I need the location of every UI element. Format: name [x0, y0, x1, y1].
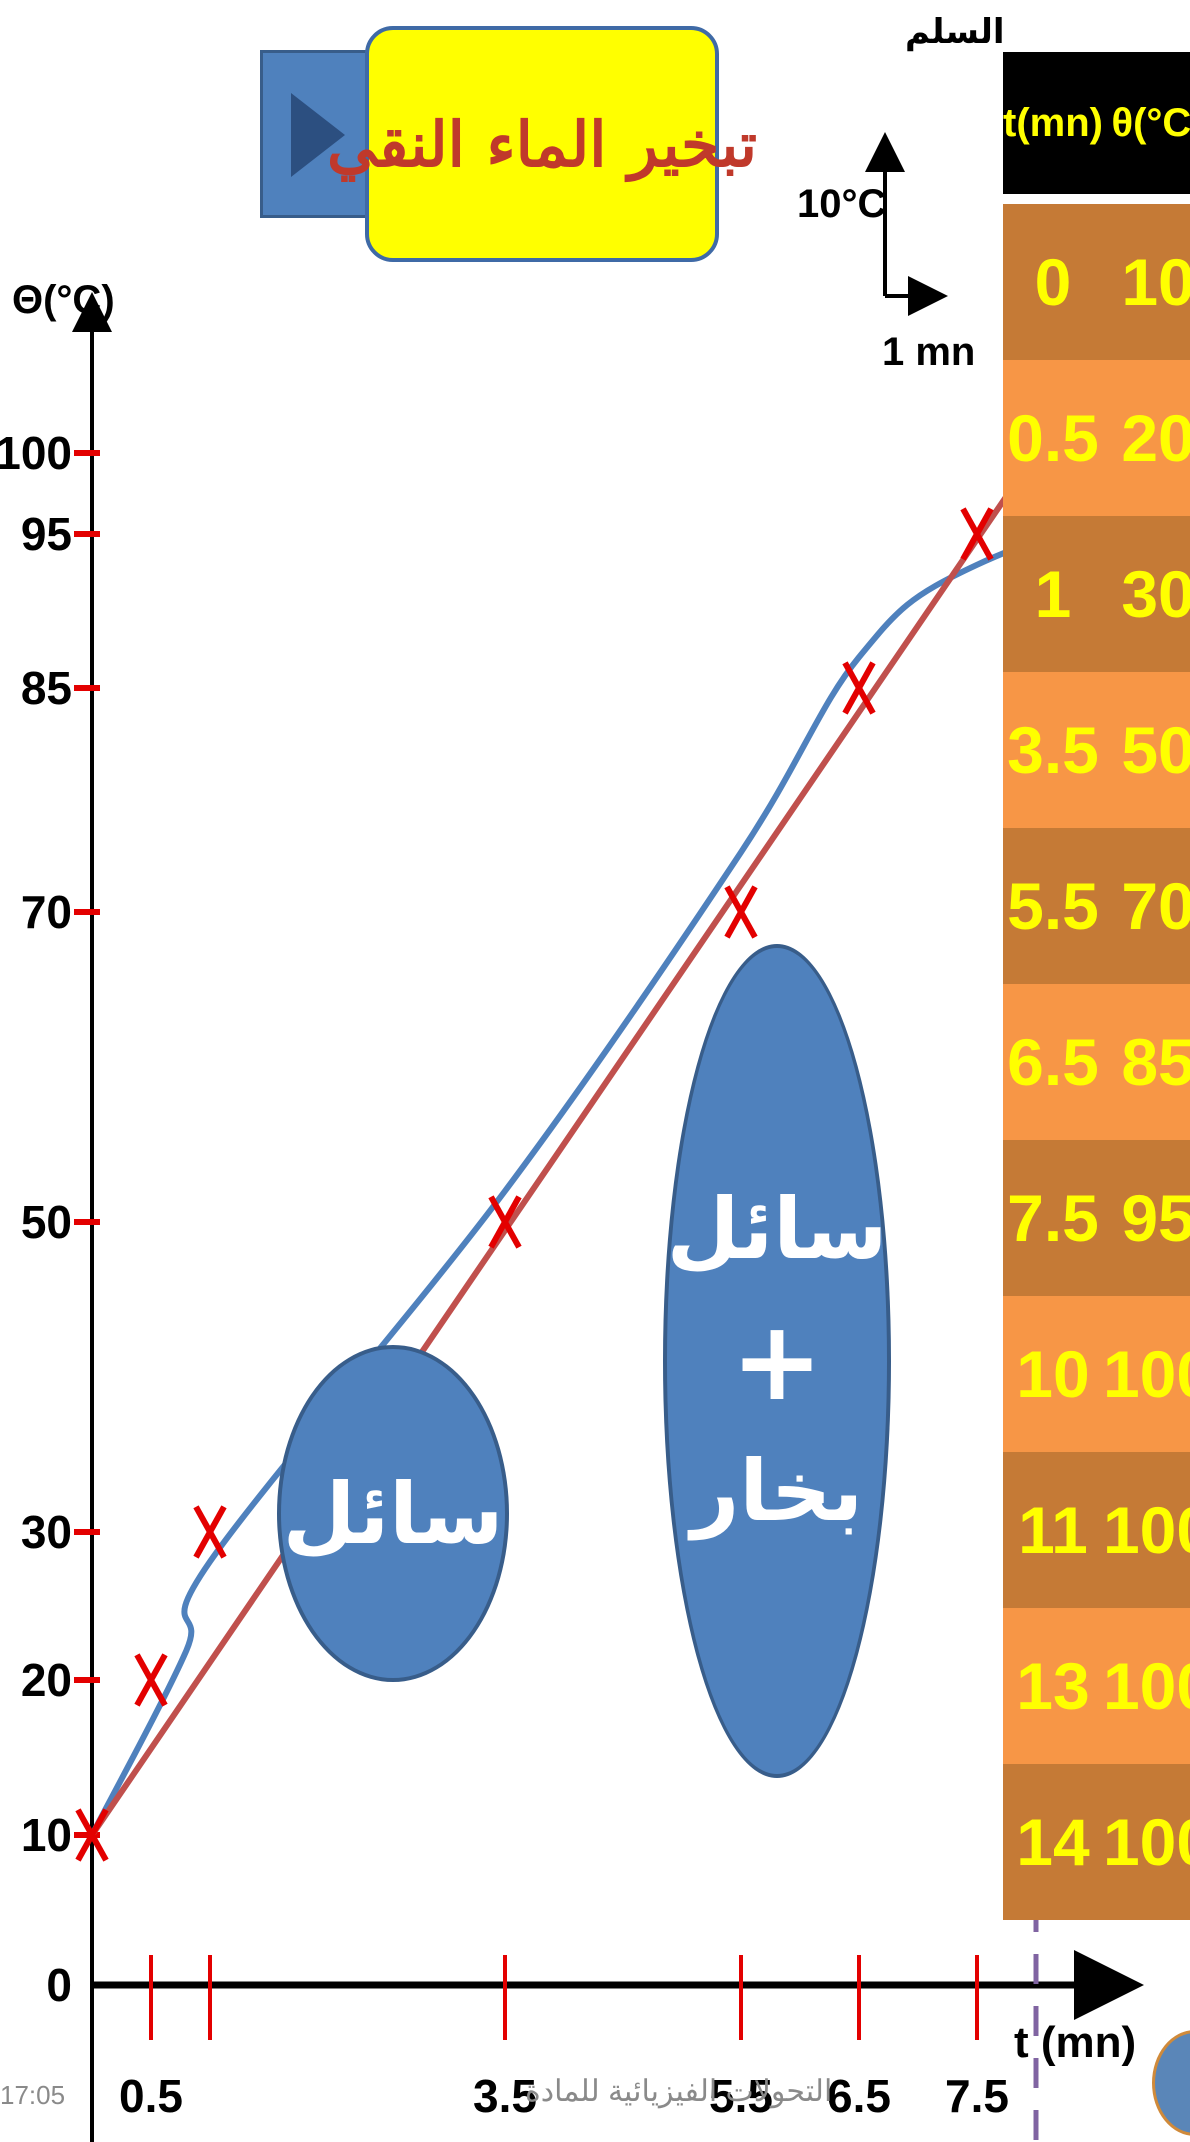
table-cell-time: 10	[1003, 1296, 1103, 1452]
scale-label: السلم	[905, 12, 1005, 52]
table-cell-time: 0	[1003, 204, 1103, 360]
table-cell-time: 0.5	[1003, 360, 1103, 516]
liquid-vapor-region-ellipse: سائل + بخار	[663, 944, 891, 1778]
table-cell-time: 11	[1003, 1452, 1103, 1608]
data-point	[842, 661, 876, 715]
data-point	[193, 1505, 227, 1559]
footer-time: 17:05	[0, 2080, 66, 2110]
table-cell-time: 6.5	[1003, 984, 1103, 1140]
play-button[interactable]	[260, 50, 372, 218]
play-icon	[291, 93, 345, 177]
plus-label: +	[730, 1296, 824, 1425]
data-point	[960, 507, 994, 561]
table-cell-time: 5.5	[1003, 828, 1103, 984]
x-axis-label: t (mn)	[1014, 2018, 1137, 2067]
y-tick-label: 20	[21, 1654, 72, 1706]
table-cell-temp: 10	[1102, 204, 1190, 360]
vapor-label: بخار	[691, 1442, 863, 1541]
title-box: تبخير الماء النقي	[327, 26, 757, 262]
table-row: 0.5 20	[1003, 360, 1190, 516]
y-axis-label: Θ(°C)	[12, 278, 115, 322]
liquid-region-ellipse: سائل	[277, 1345, 509, 1682]
table-row: 7.5 95	[1003, 1140, 1190, 1296]
table-header-temp: θ(°C)	[1102, 52, 1190, 194]
table-row: 0 10	[1003, 204, 1190, 360]
table-cell-temp: 70	[1102, 828, 1190, 984]
table-row: 13100	[1003, 1608, 1190, 1764]
table-cell-time: 13	[1003, 1608, 1103, 1764]
table-header-time: t(mn)	[1003, 52, 1103, 194]
table-cell-temp: 20	[1102, 360, 1190, 516]
data-point	[488, 1195, 522, 1249]
table-row: 5.5 70	[1003, 828, 1190, 984]
table-cell-temp: 85	[1102, 984, 1190, 1140]
table-gap	[1003, 194, 1190, 204]
table-cell-time: 14	[1003, 1764, 1103, 1920]
data-point	[724, 885, 758, 939]
liquid-region-label: سائل	[282, 1464, 504, 1563]
data-point	[134, 1653, 168, 1707]
y-tick-label: 70	[21, 886, 72, 938]
table-cell-temp: 50	[1102, 672, 1190, 828]
table-row: 6.5 85	[1003, 984, 1190, 1140]
table-cell-time: 7.5	[1003, 1140, 1103, 1296]
y-tick-label: 100	[0, 427, 72, 479]
table-cell-temp: 100	[1102, 1764, 1190, 1920]
y-tick-label: 30	[21, 1506, 72, 1558]
data-point	[75, 1808, 109, 1862]
x-tick-label: 5.5	[709, 2070, 773, 2122]
x-tick-label: 6.5	[827, 2070, 891, 2122]
table-cell-temp: 100	[1102, 1452, 1190, 1608]
scale-x-unit: 1 mn	[882, 330, 976, 374]
y-tick-label: 85	[21, 662, 72, 714]
table-row: 10100	[1003, 1296, 1190, 1452]
data-table: t(mn) θ(°C) 010 0.520 130 3.550 5.570 6.…	[1003, 52, 1190, 1920]
y-tick-label: 95	[21, 508, 72, 560]
x-tick-label: 0.5	[119, 2070, 183, 2122]
table-row: 11100	[1003, 1452, 1190, 1608]
table-cell-temp: 100	[1102, 1608, 1190, 1764]
y-tick-label: 50	[21, 1196, 72, 1248]
table-row: 14100	[1003, 1764, 1190, 1920]
footer-caption: التحولات الفيزيائية للمادة	[525, 2075, 833, 2108]
table-header-row: t(mn) θ(°C)	[1003, 52, 1190, 194]
table-cell-temp: 95	[1102, 1140, 1190, 1296]
table-row: 1 30	[1003, 516, 1190, 672]
table-row: 3.5 50	[1003, 672, 1190, 828]
table-cell-time: 1	[1003, 516, 1103, 672]
smooth-curve-line	[89, 485, 1190, 1837]
table-cell-temp: 30	[1102, 516, 1190, 672]
x-tick-label: 3.5	[473, 2070, 537, 2122]
table-cell-temp: 100	[1102, 1296, 1190, 1452]
y-tick-label: 10	[21, 1809, 72, 1861]
x-tick-label: 7.5	[945, 2070, 1009, 2122]
y-tick-label: 0	[46, 1959, 72, 2011]
scale-y-unit: 10°C	[797, 182, 887, 226]
liquid-label: سائل	[666, 1180, 888, 1279]
table-cell-time: 3.5	[1003, 672, 1103, 828]
page-title: تبخير الماء النقي	[327, 107, 757, 181]
